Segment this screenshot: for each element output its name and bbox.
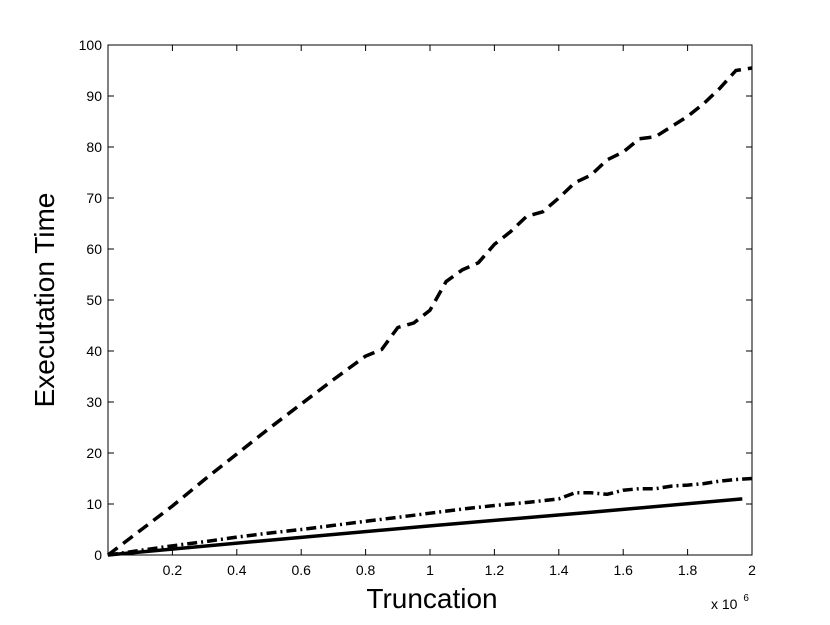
y-tick-label: 40: [86, 343, 102, 359]
series-line-dash-dot: [107, 476, 753, 557]
y-tick-label: 10: [86, 496, 102, 512]
x-tick-label: 2: [748, 562, 756, 578]
x-multiplier-label: x 10 6: [711, 593, 749, 612]
y-tick-label: 50: [86, 292, 102, 308]
y-tick-label: 0: [94, 547, 102, 563]
series-line-dashed: [106, 66, 753, 557]
x-axis-ticks: 0.2 0.4 0.6 0.8 1 1.2 1.4 1.6 1.8 2: [163, 45, 756, 578]
y-tick-label: 90: [86, 88, 102, 104]
y-axis-ticks: 0 10 20 30 40 50 60 70 80 90 100: [79, 37, 752, 563]
x-tick-label: 1.4: [549, 562, 569, 578]
x-tick-label: 1.6: [613, 562, 633, 578]
x-tick-label: 0.6: [291, 562, 311, 578]
y-tick-label: 60: [86, 241, 102, 257]
x-multiplier-base: x 10: [711, 596, 738, 612]
x-tick-label: 0.8: [356, 562, 376, 578]
y-tick-label: 30: [86, 394, 102, 410]
y-tick-label: 100: [79, 37, 103, 53]
x-multiplier-exponent: 6: [743, 593, 749, 604]
series-line-solid: [107, 497, 743, 557]
x-tick-label: 1.8: [678, 562, 698, 578]
y-tick-label: 20: [86, 445, 102, 461]
y-tick-label: 70: [86, 190, 102, 206]
x-tick-label: 1: [426, 562, 434, 578]
y-axis-title: Executation Time: [29, 193, 60, 408]
y-tick-label: 80: [86, 139, 102, 155]
x-tick-label: 0.4: [227, 562, 247, 578]
series-layer: [106, 66, 753, 557]
x-axis-title: Truncation: [366, 583, 497, 614]
x-tick-label: 0.2: [163, 562, 183, 578]
x-tick-label: 1.2: [485, 562, 505, 578]
